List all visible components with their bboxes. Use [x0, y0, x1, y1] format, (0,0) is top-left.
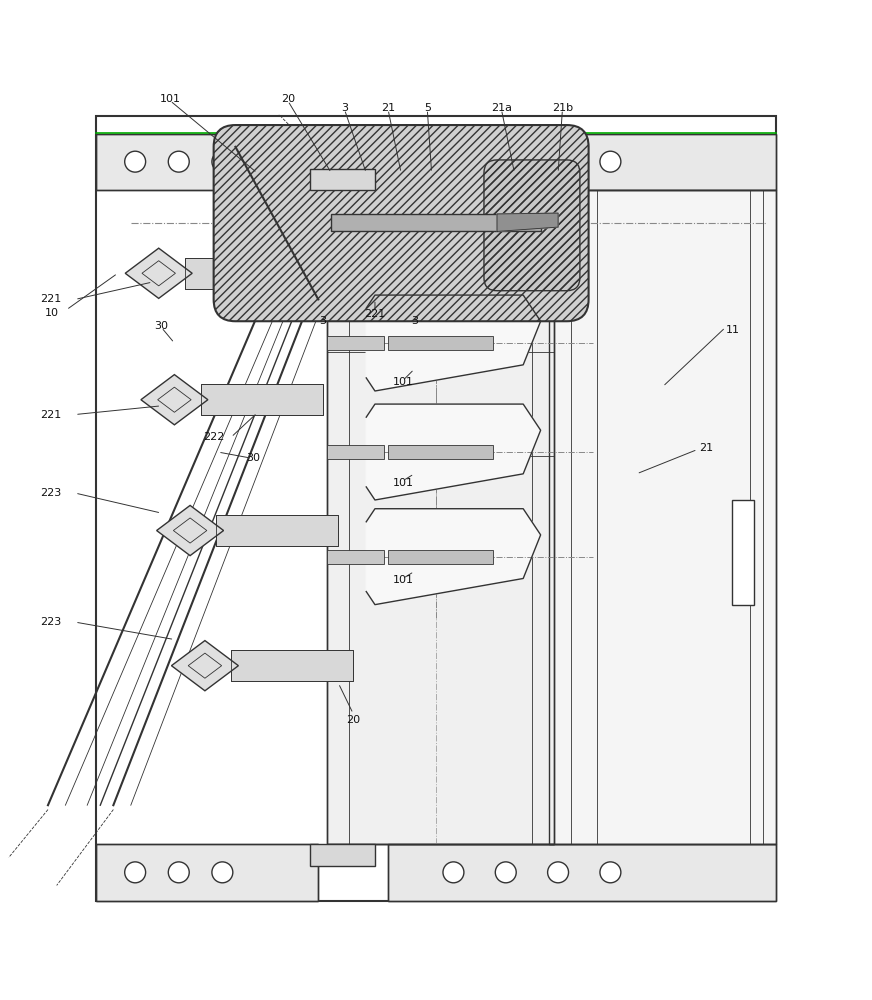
Text: 21: 21	[381, 103, 395, 113]
Bar	[231, 650, 353, 681]
Text: 101: 101	[392, 575, 413, 585]
Circle shape	[212, 151, 233, 172]
Bar	[201, 384, 323, 415]
Text: 21b: 21b	[552, 103, 573, 113]
Polygon shape	[141, 375, 208, 425]
FancyBboxPatch shape	[484, 160, 580, 291]
Text: 223: 223	[40, 617, 61, 627]
Circle shape	[548, 151, 569, 172]
Bar	[96, 116, 776, 901]
Bar	[388, 134, 776, 190]
Text: 20: 20	[281, 94, 295, 104]
Bar	[327, 190, 554, 844]
Bar	[96, 134, 318, 190]
Polygon shape	[157, 505, 223, 556]
Bar	[388, 844, 776, 901]
Circle shape	[168, 862, 189, 883]
Text: 101: 101	[160, 94, 181, 104]
Text: 30: 30	[246, 453, 260, 463]
Bar	[201, 384, 323, 415]
Bar	[331, 214, 541, 231]
Text: 221: 221	[40, 294, 61, 304]
Circle shape	[255, 151, 276, 172]
Text: 20: 20	[346, 715, 360, 725]
Bar	[216, 515, 338, 546]
Circle shape	[443, 862, 464, 883]
Circle shape	[168, 151, 189, 172]
Text: 30: 30	[154, 321, 168, 331]
Circle shape	[600, 151, 621, 172]
Bar	[231, 650, 353, 681]
Bar	[310, 169, 375, 190]
Bar	[185, 258, 307, 289]
Bar	[310, 844, 375, 866]
Bar	[732, 500, 754, 605]
Bar	[327, 336, 384, 350]
Bar	[96, 844, 318, 901]
Bar	[327, 190, 554, 844]
Text: 221: 221	[364, 309, 385, 319]
Bar	[388, 550, 493, 564]
Text: 21: 21	[699, 443, 713, 453]
Circle shape	[548, 862, 569, 883]
Bar	[327, 445, 384, 459]
Bar	[388, 844, 776, 901]
Circle shape	[495, 151, 516, 172]
Circle shape	[495, 862, 516, 883]
Text: 11: 11	[726, 325, 739, 335]
Circle shape	[125, 862, 146, 883]
Bar	[96, 844, 318, 901]
Text: 3: 3	[341, 103, 348, 113]
Bar	[388, 134, 776, 190]
Text: 101: 101	[392, 478, 413, 488]
Polygon shape	[366, 404, 541, 500]
Polygon shape	[366, 295, 541, 391]
Polygon shape	[172, 641, 238, 691]
FancyBboxPatch shape	[214, 125, 589, 321]
Polygon shape	[126, 248, 192, 298]
Circle shape	[212, 862, 233, 883]
Text: 3: 3	[319, 316, 326, 326]
Polygon shape	[497, 213, 558, 231]
Text: 221: 221	[40, 410, 61, 420]
Text: 3: 3	[411, 316, 418, 326]
Circle shape	[125, 151, 146, 172]
Text: 223: 223	[40, 488, 61, 498]
Circle shape	[600, 862, 621, 883]
Bar	[549, 190, 776, 844]
Text: 222: 222	[203, 432, 224, 442]
Polygon shape	[366, 509, 541, 605]
Text: 10: 10	[45, 308, 59, 318]
Bar	[549, 190, 776, 844]
Bar	[327, 550, 384, 564]
Bar	[96, 134, 318, 190]
Bar	[388, 336, 493, 350]
Text: 21a: 21a	[491, 103, 512, 113]
Circle shape	[443, 151, 464, 172]
Text: 101: 101	[392, 377, 413, 387]
Text: 5: 5	[424, 103, 431, 113]
Bar	[388, 445, 493, 459]
Bar	[185, 258, 307, 289]
Bar	[216, 515, 338, 546]
